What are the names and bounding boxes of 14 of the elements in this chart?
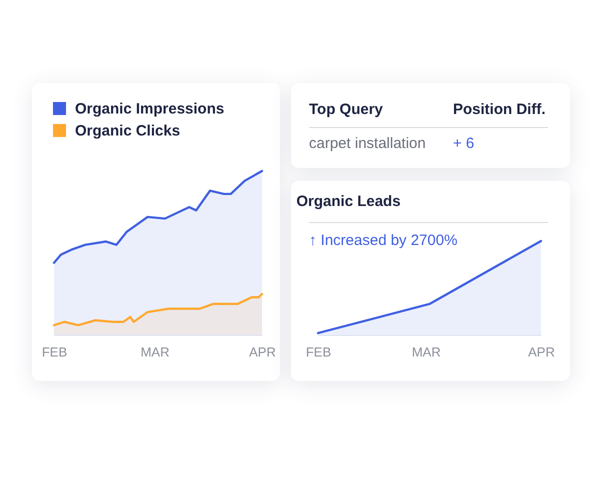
- x-tick-label: APR: [528, 344, 555, 360]
- chart-title: Organic Leads: [296, 193, 401, 210]
- x-tick-label: APR: [249, 344, 276, 360]
- x-tick-label: MAR: [412, 344, 441, 360]
- text: carpet installation: [309, 135, 426, 152]
- x-tick-label: FEB: [306, 344, 332, 360]
- legend-label: Organic Impressions: [75, 100, 224, 118]
- annotation: ↑ Increased by 2700%: [309, 232, 458, 249]
- text: Position Diff.: [453, 101, 546, 118]
- x-tick-label: MAR: [140, 344, 170, 360]
- text: + 6: [453, 135, 474, 152]
- text: Top Query: [309, 101, 383, 118]
- legend-label: Organic Clicks: [75, 122, 180, 140]
- x-tick-label: FEB: [42, 344, 68, 360]
